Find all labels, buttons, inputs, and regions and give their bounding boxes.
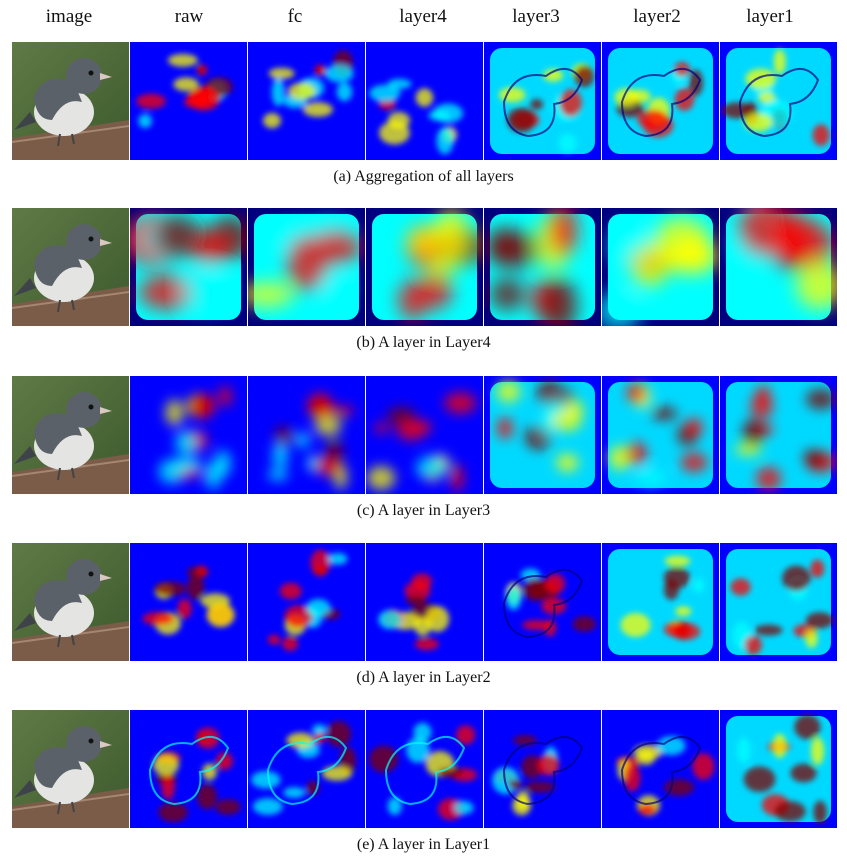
col-header-fc: fc: [287, 6, 303, 27]
heatmap-layer1: [720, 208, 837, 326]
row-caption: (e) A layer in Layer1: [356, 836, 491, 853]
row-caption: (d) A layer in Layer2: [356, 669, 491, 686]
heatmap-layer2: [602, 710, 719, 828]
heatmap-layer3: [484, 42, 601, 160]
col-header-layer2: layer2: [633, 6, 681, 27]
heatmap-layer1: [720, 710, 837, 828]
col-header-image: image: [45, 6, 93, 27]
heatmap-layer3: [484, 710, 601, 828]
heatmap-layer4: [366, 543, 483, 661]
row-caption: (b) A layer in Layer4: [356, 334, 491, 351]
heatmap-fc: [248, 42, 365, 160]
heatmap-raw: [130, 710, 247, 828]
bird-image: [12, 42, 129, 160]
heatmap-layer1: [720, 42, 837, 160]
heatmap-layer1: [720, 543, 837, 661]
heatmap-layer2: [602, 42, 719, 160]
heatmap-layer4: [366, 710, 483, 828]
column-headers: image raw fc layer4 layer3 layer2 layer1: [0, 0, 847, 40]
heatmap-layer4: [366, 42, 483, 160]
heatmap-raw: [130, 376, 247, 494]
heatmap-layer4: [366, 208, 483, 326]
heatmap-fc: [248, 376, 365, 494]
col-header-layer3: layer3: [512, 6, 560, 27]
heatmap-layer1: [720, 376, 837, 494]
heatmap-layer2: [602, 208, 719, 326]
heatmap-layer3: [484, 376, 601, 494]
heatmap-layer3: [484, 208, 601, 326]
heatmap-layer3: [484, 543, 601, 661]
heatmap-layer2: [602, 376, 719, 494]
row-caption: (c) A layer in Layer3: [356, 502, 491, 519]
col-header-layer4: layer4: [399, 6, 447, 27]
bird-image: [12, 710, 129, 828]
heatmap-fc: [248, 710, 365, 828]
heatmap-layer4: [366, 376, 483, 494]
row-caption: (a) Aggregation of all layers: [333, 168, 514, 185]
col-header-layer1: layer1: [746, 6, 794, 27]
bird-image: [12, 376, 129, 494]
bird-image: [12, 208, 129, 326]
col-header-raw: raw: [174, 6, 204, 27]
heatmap-raw: [130, 42, 247, 160]
heatmap-fc: [248, 208, 365, 326]
heatmap-raw: [130, 208, 247, 326]
heatmap-raw: [130, 543, 247, 661]
heatmap-layer2: [602, 543, 719, 661]
heatmap-fc: [248, 543, 365, 661]
bird-image: [12, 543, 129, 661]
